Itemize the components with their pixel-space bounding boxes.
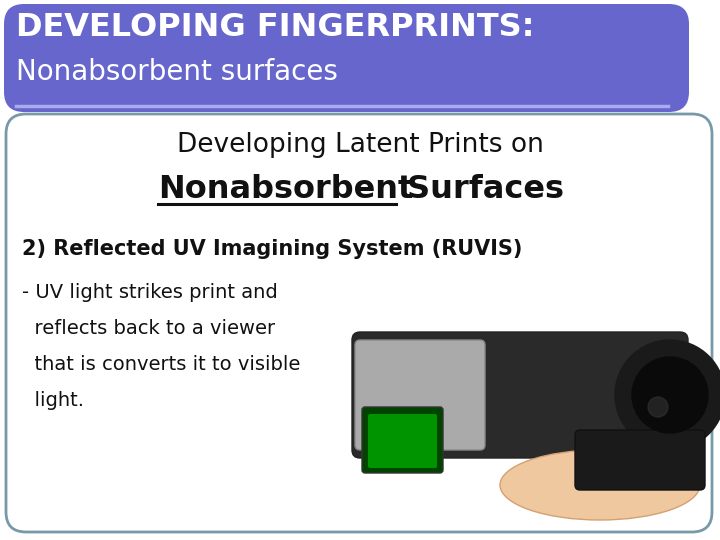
Text: - UV light strikes print and: - UV light strikes print and: [22, 283, 278, 302]
Circle shape: [648, 397, 668, 417]
FancyBboxPatch shape: [362, 407, 443, 473]
Circle shape: [615, 340, 720, 450]
Circle shape: [632, 357, 708, 433]
Text: light.: light.: [22, 391, 84, 410]
FancyBboxPatch shape: [575, 430, 705, 490]
FancyBboxPatch shape: [6, 114, 712, 532]
FancyBboxPatch shape: [355, 340, 485, 450]
Text: reflects back to a viewer: reflects back to a viewer: [22, 319, 275, 338]
FancyBboxPatch shape: [4, 4, 689, 112]
FancyBboxPatch shape: [368, 414, 437, 468]
Text: Surfaces: Surfaces: [396, 174, 564, 205]
Text: 2) Reflected UV Imagining System (RUVIS): 2) Reflected UV Imagining System (RUVIS): [22, 239, 523, 259]
Text: that is converts it to visible: that is converts it to visible: [22, 355, 300, 374]
Text: Nonabsorbent: Nonabsorbent: [158, 174, 413, 205]
FancyBboxPatch shape: [352, 332, 688, 458]
Text: Developing Latent Prints on: Developing Latent Prints on: [176, 132, 544, 158]
Ellipse shape: [500, 450, 700, 520]
Text: Nonabsorbent surfaces: Nonabsorbent surfaces: [16, 58, 338, 86]
Text: DEVELOPING FINGERPRINTS:: DEVELOPING FINGERPRINTS:: [16, 12, 534, 43]
